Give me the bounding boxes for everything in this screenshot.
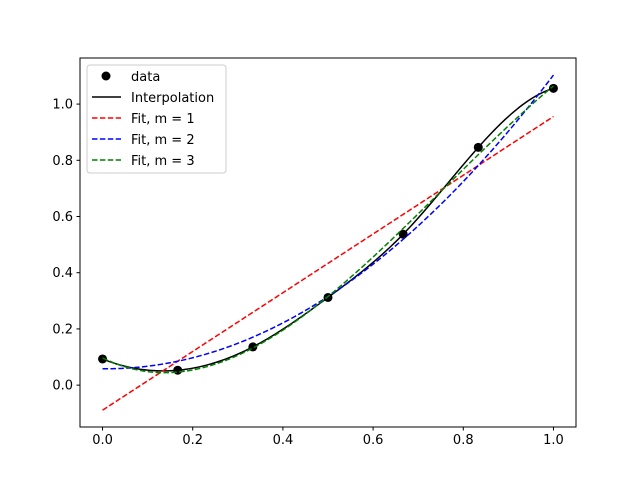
legend-label-fit-m2: Fit, m = 2	[131, 133, 195, 148]
x-axis: 0.0 0.2 0.4 0.6 0.8 1.0	[92, 427, 564, 448]
series-line-fit-m-3	[102, 85, 554, 374]
x-tick-label: 0.6	[363, 433, 384, 448]
legend-box	[86, 64, 227, 174]
y-tick-label: 0.6	[52, 210, 73, 225]
plot-area	[98, 74, 558, 411]
legend: data Interpolation Fit, m = 1 Fit, m = 2…	[86, 64, 227, 174]
y-tick-label: 0.4	[52, 266, 73, 281]
x-tick-label: 0.8	[453, 433, 474, 448]
y-tick-label: 0.0	[52, 379, 73, 394]
legend-label-fit-m3: Fit, m = 3	[131, 154, 195, 169]
x-tick-label: 0.2	[182, 433, 203, 448]
data-point	[548, 83, 558, 93]
legend-marker-data	[101, 71, 111, 81]
legend-label-interpolation: Interpolation	[131, 91, 214, 106]
y-axis: 0.0 0.2 0.4 0.6 0.8 1.0	[52, 98, 80, 394]
y-tick-label: 1.0	[52, 98, 73, 113]
legend-label-data: data	[131, 70, 160, 85]
x-tick-label: 0.0	[92, 433, 113, 448]
y-tick-label: 0.2	[52, 322, 73, 337]
x-tick-label: 0.4	[273, 433, 294, 448]
data-point	[98, 354, 108, 364]
legend-label-fit-m1: Fit, m = 1	[131, 112, 195, 127]
x-tick-label: 1.0	[543, 433, 564, 448]
y-tick-label: 0.8	[52, 154, 73, 169]
axes-frame	[79, 57, 577, 428]
